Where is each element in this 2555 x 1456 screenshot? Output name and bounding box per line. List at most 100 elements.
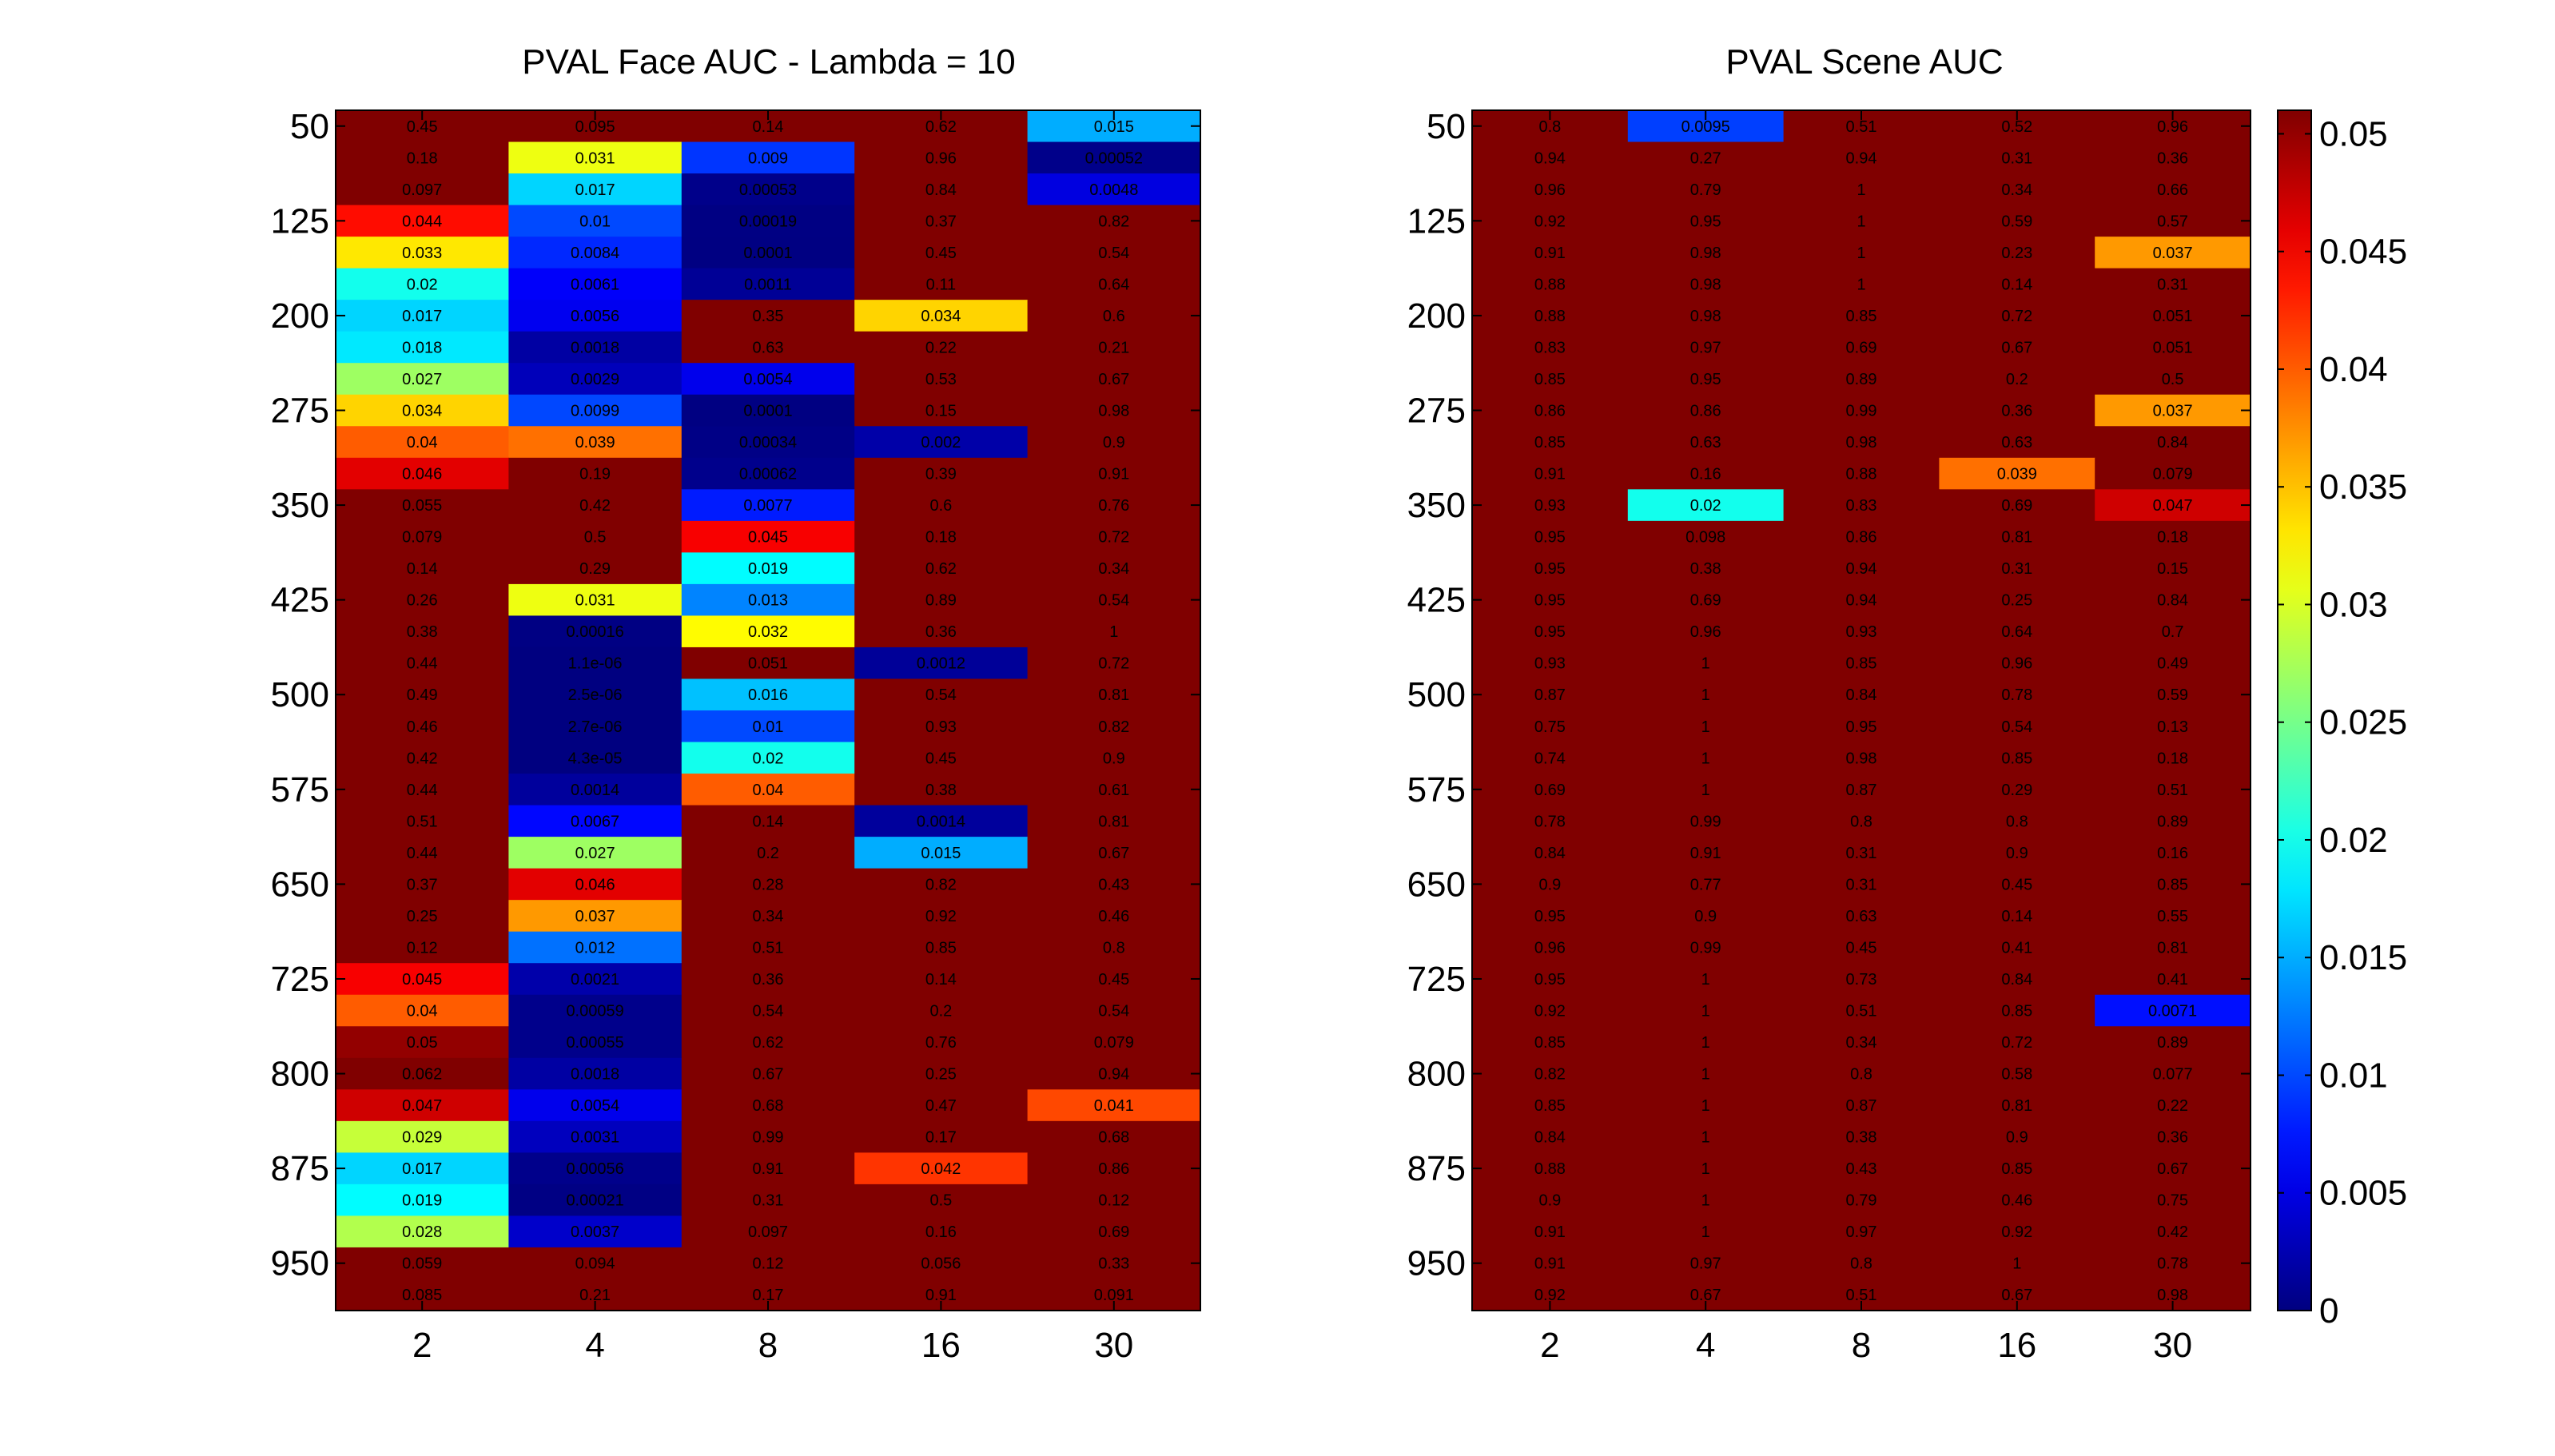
face-auc-cell-label: 0.051: [748, 655, 788, 673]
face-auc-cell: [854, 837, 1029, 869]
face-auc-x-tick-label: 4: [585, 1326, 604, 1365]
face-auc-cell: [508, 615, 683, 648]
scene-auc-cell-label: 0.85: [1534, 1097, 1566, 1115]
face-auc-x-ticks: 2 4 8 16 30: [412, 110, 1133, 1365]
scene-auc-cell-label: 0.037: [2153, 403, 2193, 420]
scene-auc-cell-label: 0.85: [2001, 1160, 2032, 1178]
scene-auc-cell: [2095, 363, 2251, 396]
face-auc-cell: [681, 1215, 855, 1248]
scene-auc-cell: [1783, 1120, 1940, 1153]
face-auc-cell-label: 0.0099: [571, 403, 619, 420]
face-auc-cell-label: 0.33: [1098, 1255, 1129, 1273]
scene-auc-cell-label: 1: [1701, 1003, 1710, 1020]
face-auc-cell: [854, 237, 1029, 269]
face-auc-cell-label: 0.04: [407, 1003, 438, 1020]
scene-auc-cell: [1783, 173, 1940, 206]
face-auc-cell: [854, 173, 1029, 206]
face-auc-cell-label: 0.013: [748, 592, 788, 610]
scene-auc-y-tick-label: 950: [1407, 1244, 1466, 1283]
face-auc-cell-label: 0.76: [1098, 497, 1129, 515]
face-auc-cell-label: 0.0048: [1089, 181, 1138, 199]
scene-auc-cell-label: 0.85: [2001, 1003, 2032, 1020]
face-auc-cell: [508, 300, 683, 332]
face-auc-cell-label: 0.67: [753, 1066, 784, 1084]
face-auc-cell: [681, 1120, 855, 1153]
face-auc-cell: [508, 678, 683, 711]
face-auc-cell: [681, 426, 855, 459]
face-auc-cell: [1027, 237, 1201, 269]
colorbar-tick-label: 0.01: [2319, 1056, 2388, 1095]
scene-auc-cell: [2095, 489, 2251, 522]
face-auc-cell: [1027, 868, 1201, 901]
scene-auc-cell: [1627, 931, 1785, 964]
colorbar: 0 0.005 0.01 0.015 0.02 0.025 0.03 0.035 0.04 0.0…: [2277, 109, 2407, 1331]
face-auc-cell-label: 0.14: [925, 971, 957, 989]
face-auc-cell: [681, 552, 855, 585]
scene-auc-cell-label: 0.8: [2006, 813, 2028, 830]
face-auc-x-tick-label: 16: [921, 1326, 961, 1365]
scene-auc-cell: [1783, 837, 1940, 869]
scene-auc-cell-label: 0.83: [1534, 339, 1566, 356]
scene-auc-cell-label: 1: [2012, 1255, 2021, 1273]
scene-auc-cell-label: 0.91: [1534, 1223, 1566, 1241]
scene-auc-cell: [1627, 363, 1785, 396]
face-auc-cell: [854, 1152, 1029, 1185]
face-auc-cell-label: 0.94: [1098, 1066, 1129, 1084]
face-auc-cell: [1027, 1089, 1201, 1122]
face-auc-cell-label: 0.81: [1098, 813, 1129, 830]
scene-auc-cell-label: 0.36: [2157, 1129, 2188, 1147]
face-auc-cell-label: 0.02: [753, 750, 784, 767]
scene-auc-cell: [1939, 837, 2095, 869]
scene-auc-cell: [2095, 520, 2251, 553]
face-auc-cell: [854, 868, 1029, 901]
face-auc-cell-label: 0.29: [579, 560, 611, 578]
scene-auc-cell-label: 0.98: [1846, 750, 1877, 767]
scene-auc-cell-label: 0.84: [2157, 434, 2188, 452]
scene-auc-cell-label: 0.15: [2157, 560, 2188, 578]
face-auc-cell-label: 0.17: [925, 1129, 957, 1147]
face-auc-cell: [336, 710, 509, 743]
face-auc-cell: [1027, 931, 1201, 964]
face-auc-cell: [1027, 1057, 1201, 1090]
scene-auc-cell-label: 0.81: [2001, 1097, 2032, 1115]
face-auc-cell-label: 0.0031: [571, 1129, 619, 1147]
face-auc-cell: [681, 710, 855, 743]
face-auc-cell: [508, 426, 683, 459]
face-auc-cell-label: 0.0061: [571, 276, 619, 293]
face-auc-cell: [336, 268, 509, 300]
face-auc-cell-label: 0.079: [402, 529, 442, 547]
scene-auc-cell-label: 0.75: [1534, 718, 1566, 736]
scene-auc-cell-label: 0.43: [1846, 1160, 1877, 1178]
scene-auc-cell: [2095, 552, 2251, 585]
scene-auc-cell-label: 0.72: [2001, 1034, 2032, 1052]
scene-auc-cell: [1783, 300, 1940, 332]
face-auc-x-tick-label: 2: [412, 1326, 432, 1365]
colorbar-tick-label: 0.035: [2319, 467, 2407, 507]
face-auc-cell-label: 0.42: [407, 750, 438, 767]
face-auc-cell: [336, 205, 509, 237]
scene-auc-cell: [2095, 141, 2251, 174]
face-auc-cell-label: 0.094: [575, 1255, 615, 1273]
scene-auc-cell-label: 0.72: [2001, 308, 2032, 325]
scene-auc-cell-label: 0.93: [1846, 623, 1877, 641]
face-auc-cell-label: 0.68: [1098, 1129, 1129, 1147]
face-auc-cell-label: 0.37: [925, 213, 957, 230]
face-auc-y-tick-label: 425: [271, 581, 329, 620]
face-auc-cell: [854, 141, 1029, 174]
scene-auc-cell: [1783, 868, 1940, 901]
face-auc-cell: [336, 868, 509, 901]
scene-auc-cell-label: 0.96: [1534, 181, 1566, 199]
scene-auc-cell-label: 0.52: [2001, 118, 2032, 136]
scene-auc-cell: [1627, 1247, 1785, 1280]
scene-auc-x-ticks: 2 4 8 16 30: [1540, 110, 2192, 1365]
face-auc-cell-label: 0.62: [925, 118, 957, 136]
scene-auc-cell-label: 0.037: [2153, 245, 2193, 262]
face-auc-cell: [508, 1057, 683, 1090]
scene-auc-cell: [1783, 678, 1940, 711]
scene-auc-cell-label: 0.31: [1846, 845, 1877, 862]
scene-auc-cell-label: 0.93: [1534, 497, 1566, 515]
scene-auc-cell: [1627, 1183, 1785, 1217]
face-auc-cell-label: 0.0021: [571, 971, 619, 989]
face-auc-cell: [681, 646, 855, 680]
face-auc-cell-label: 0.0018: [571, 1066, 619, 1084]
